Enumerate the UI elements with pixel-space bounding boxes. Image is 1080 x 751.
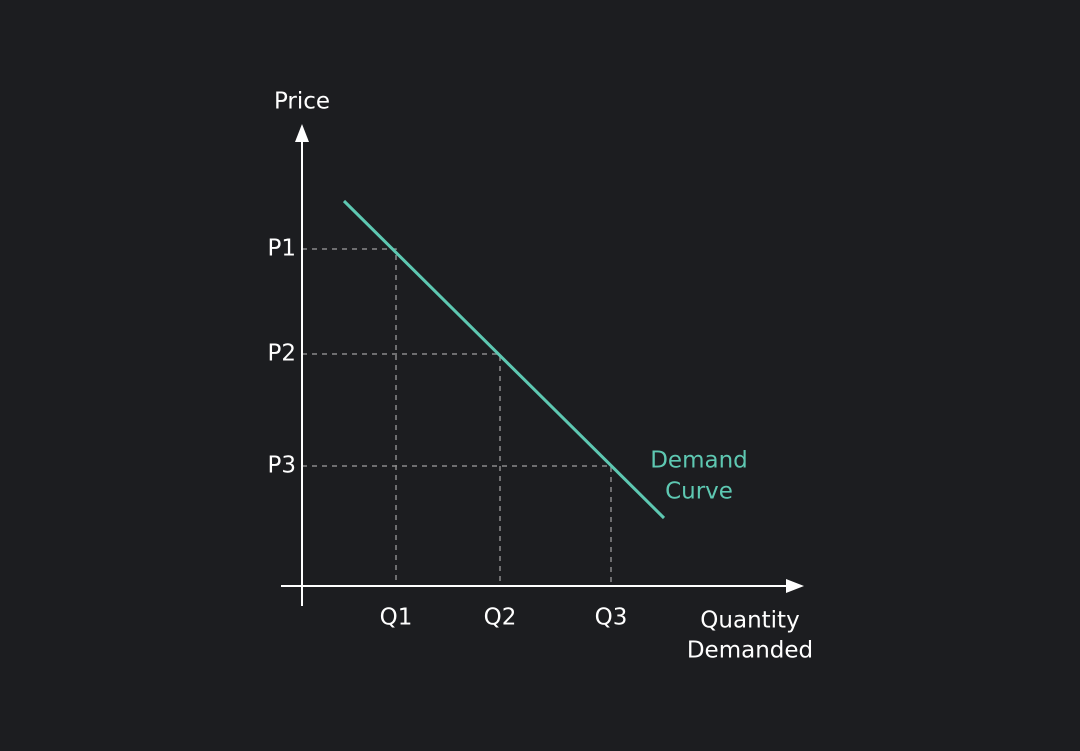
y-axis-arrow xyxy=(295,124,309,142)
quantity-label: Q2 xyxy=(484,605,517,631)
x-axis-arrow xyxy=(786,579,804,593)
price-label: P2 xyxy=(267,341,296,367)
y-axis-label: Price xyxy=(274,89,330,115)
guide-line xyxy=(302,248,397,586)
price-label: P1 xyxy=(267,236,296,262)
guide-line xyxy=(302,353,501,586)
quantity-label: Q1 xyxy=(380,605,413,631)
quantity-label: Q3 xyxy=(595,605,628,631)
x-axis-label: Quantity xyxy=(700,608,799,634)
curve-label: Curve xyxy=(665,479,733,505)
price-label: P3 xyxy=(267,453,296,479)
x-axis-label: Demanded xyxy=(687,638,813,664)
guide-line xyxy=(302,465,612,586)
demand-curve xyxy=(342,199,666,520)
curve-label: Demand xyxy=(650,448,748,474)
